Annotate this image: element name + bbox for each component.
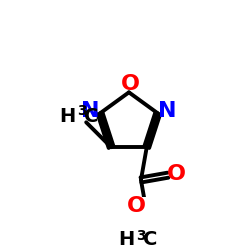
Text: C: C xyxy=(143,230,158,249)
Text: 3: 3 xyxy=(136,228,146,242)
Text: 3: 3 xyxy=(78,104,87,118)
Text: N: N xyxy=(158,101,176,121)
Text: H: H xyxy=(59,106,76,126)
Text: H: H xyxy=(118,230,134,249)
Text: O: O xyxy=(167,164,186,184)
Text: C: C xyxy=(84,106,98,126)
Text: O: O xyxy=(121,74,140,94)
Text: N: N xyxy=(82,101,100,121)
Text: O: O xyxy=(127,196,146,216)
